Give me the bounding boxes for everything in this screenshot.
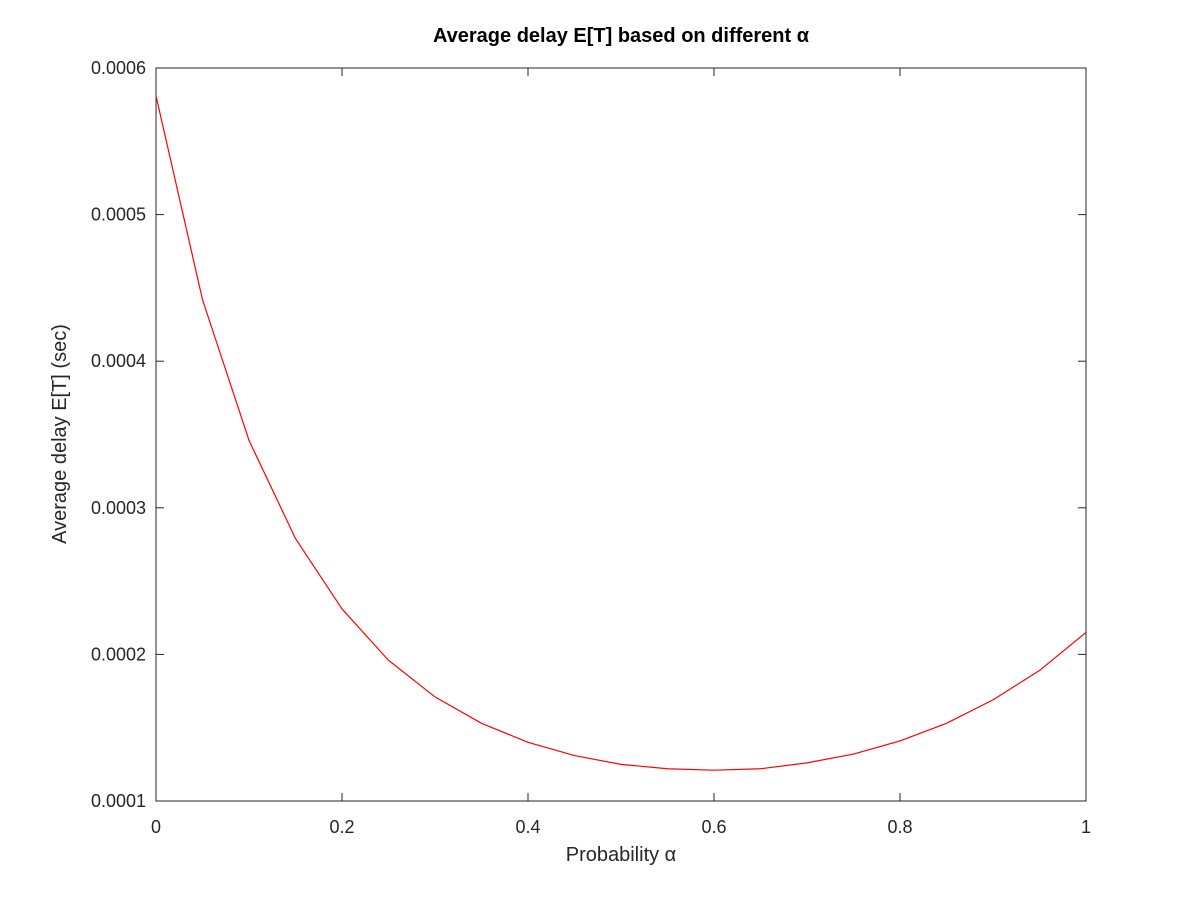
series-line	[155, 95, 1087, 771]
x-tick-label: 0	[151, 817, 161, 837]
x-tick-label: 0.6	[701, 817, 726, 837]
x-axis-label: Probability α	[566, 844, 677, 866]
x-tick-label: 0.4	[515, 817, 540, 837]
y-tick-label: 0.0004	[91, 351, 146, 371]
y-tick-label: 0.0003	[91, 498, 146, 518]
y-tick-label: 0.0002	[91, 644, 146, 664]
y-tick-label: 0.0006	[91, 58, 146, 78]
y-tick-label: 0.0001	[91, 791, 146, 811]
series-layer	[155, 95, 1087, 771]
x-tick-label: 0.2	[329, 817, 354, 837]
y-tick-label: 0.0005	[91, 205, 146, 225]
plot-area	[155, 67, 1087, 802]
y-ticks: 0.0001 0.0002 0.0003 0.0004 0.0005 0.0006	[91, 58, 1086, 811]
y-axis-label: Average delay E[T] (sec)	[49, 324, 71, 544]
x-tick-label: 0.8	[887, 817, 912, 837]
x-tick-label: 1	[1081, 817, 1091, 837]
x-ticks: 0 0.2 0.4 0.6 0.8 1	[151, 68, 1091, 837]
chart-title: Average delay E[T] based on different α	[433, 25, 810, 47]
